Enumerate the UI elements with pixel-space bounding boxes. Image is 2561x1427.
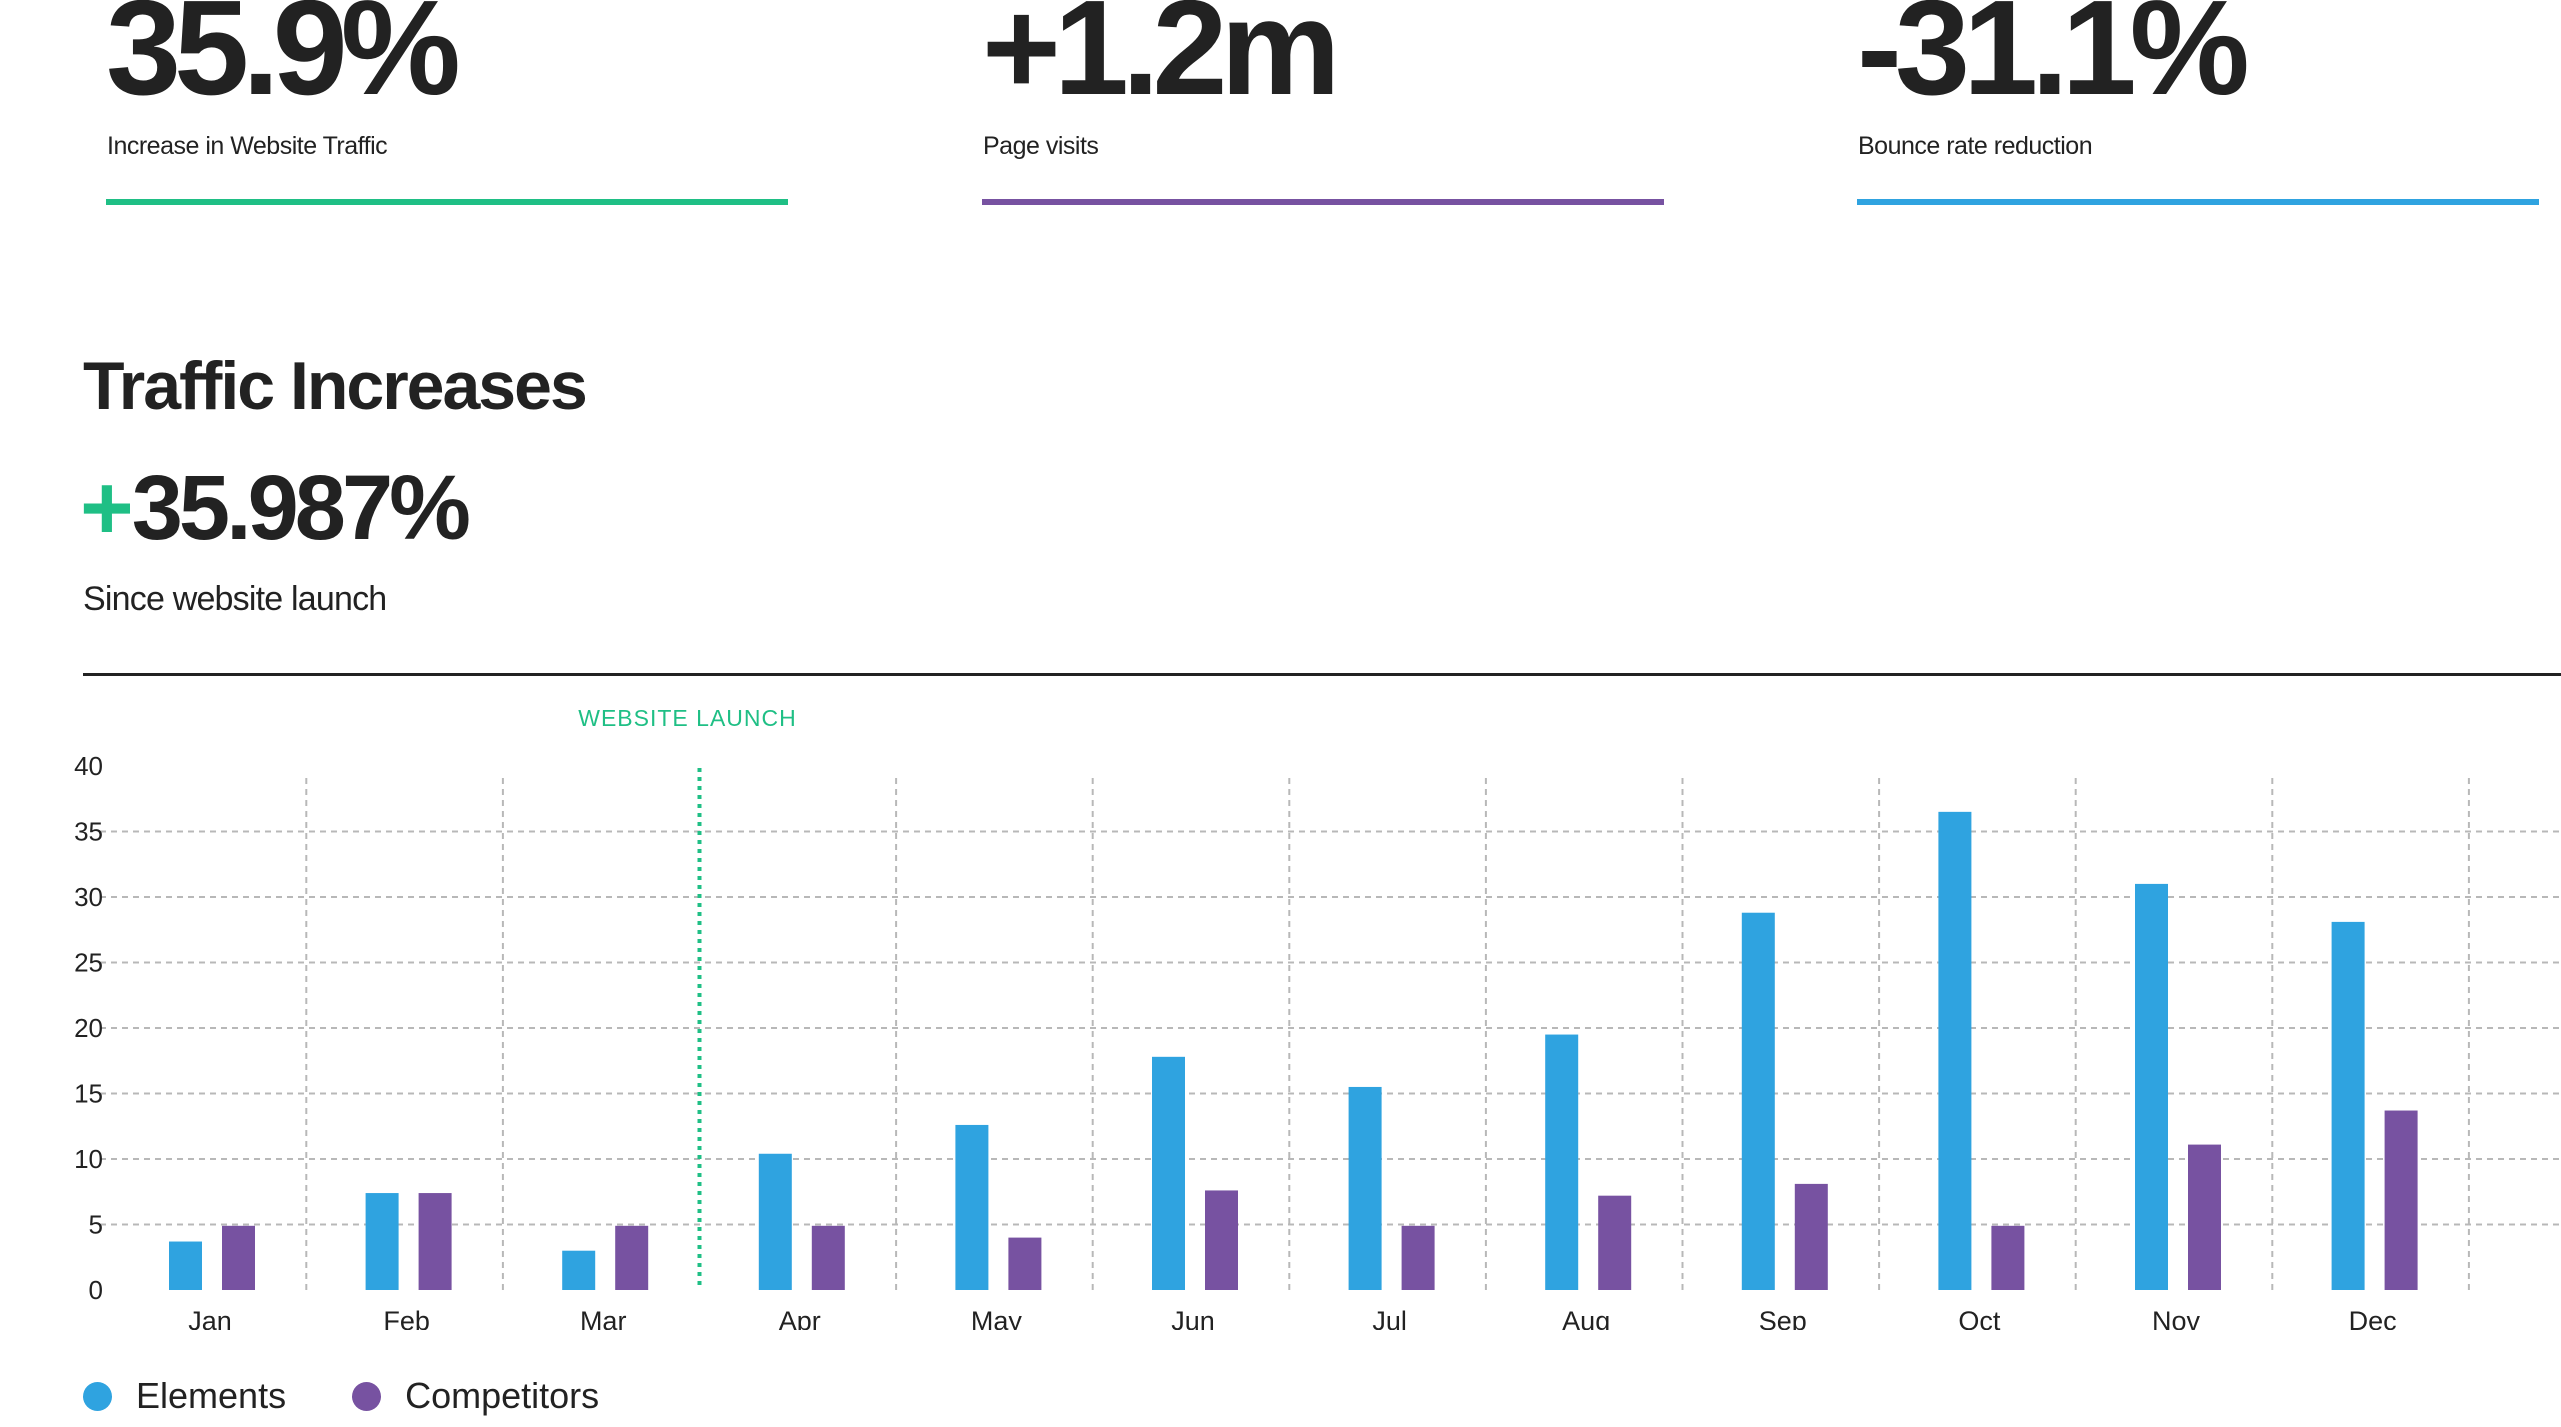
stat-value: -31.1% xyxy=(1857,0,2250,123)
bar-elements-may xyxy=(955,1124,989,1290)
bar-elements-sep xyxy=(1741,912,1775,1290)
x-tick-label: Aug xyxy=(1562,1306,1610,1330)
stat-label: Page visits xyxy=(983,132,1099,160)
x-tick-label: Jul xyxy=(1372,1306,1407,1330)
stat-underline xyxy=(106,199,788,205)
chart-legend: Elements Competitors xyxy=(83,1375,665,1417)
legend-label-competitors: Competitors xyxy=(405,1375,600,1416)
traffic-increase-value: +35.987% xyxy=(80,462,471,554)
y-tick-label: 5 xyxy=(89,1210,103,1240)
launch-marker-label: WEBSITE LAUNCH xyxy=(578,705,796,731)
section-title: Traffic Increases xyxy=(83,348,588,424)
legend-item-competitors: Competitors xyxy=(352,1375,599,1417)
x-tick-label: Nov xyxy=(2152,1306,2201,1330)
stat-underline xyxy=(982,199,1664,205)
bar-competitors-may xyxy=(1008,1237,1042,1290)
bar-elements-aug xyxy=(1545,1034,1579,1290)
section-divider xyxy=(83,673,2561,676)
bar-competitors-apr xyxy=(811,1225,845,1290)
bar-competitors-jun xyxy=(1205,1190,1238,1290)
bar-elements-apr xyxy=(758,1153,792,1290)
y-tick-label: 10 xyxy=(74,1144,103,1174)
traffic-bar-chart: 0 5 10 15 20 25 30 35 40 Jan Feb Mar Apr May Jun Jul Au… xyxy=(74,705,2561,1330)
y-tick-label: 40 xyxy=(74,751,103,781)
x-tick-label: May xyxy=(971,1306,1023,1330)
bar-competitors-sep xyxy=(1794,1183,1828,1290)
launch-annotation: WEBSITE LAUNCH xyxy=(578,705,796,1290)
bar-competitors-jul xyxy=(1401,1225,1435,1290)
x-tick-label: Apr xyxy=(779,1306,821,1330)
stat-label: Increase in Website Traffic xyxy=(107,132,388,160)
x-tick-label: Dec xyxy=(2349,1306,2397,1330)
bar-elements-mar xyxy=(562,1250,596,1290)
bar-competitors-oct xyxy=(1991,1225,2025,1290)
legend-label-elements: Elements xyxy=(136,1375,287,1416)
legend-dot-elements xyxy=(83,1381,112,1411)
y-tick-label: 30 xyxy=(74,882,103,912)
y-tick-label: 25 xyxy=(74,948,103,978)
bar-competitors-feb xyxy=(418,1193,452,1290)
bar-elements-feb xyxy=(365,1193,399,1290)
y-axis-labels: 0 5 10 15 20 25 30 35 40 xyxy=(74,751,103,1305)
stat-value: 35.9% xyxy=(106,0,461,123)
stat-underline xyxy=(1857,199,2539,205)
legend-item-elements: Elements xyxy=(83,1375,286,1417)
x-axis-labels: Jan Feb Mar Apr May Jun Jul Aug Sep Oct Nov Dec xyxy=(188,1306,2396,1330)
y-tick-label: 15 xyxy=(74,1079,103,1109)
bar-competitors-aug xyxy=(1598,1195,1632,1290)
x-tick-label: Oct xyxy=(1958,1306,2001,1330)
legend-dot-competitors xyxy=(352,1381,382,1411)
stat-value: +1.2m xyxy=(982,0,1341,123)
y-tick-label: 20 xyxy=(74,1013,103,1043)
bar-competitors-mar xyxy=(615,1225,649,1290)
x-tick-label: Sep xyxy=(1759,1306,1807,1330)
bar-elements-oct xyxy=(1938,811,1972,1290)
bar-elements-jan xyxy=(169,1241,202,1290)
x-tick-label: Feb xyxy=(383,1306,430,1330)
y-tick-label: 0 xyxy=(89,1275,103,1305)
bar-competitors-dec xyxy=(2384,1110,2418,1290)
bar-elements-dec xyxy=(2331,921,2365,1290)
bar-competitors-nov xyxy=(2188,1144,2221,1290)
increase-subtitle: Since website launch xyxy=(83,580,387,618)
increase-sign: + xyxy=(80,457,134,559)
bar-elements-nov xyxy=(2135,883,2168,1290)
increase-number: 35.987% xyxy=(131,457,471,559)
bar-elements-jun xyxy=(1152,1056,1185,1290)
y-tick-label: 35 xyxy=(74,817,103,847)
x-tick-label: Mar xyxy=(580,1306,627,1330)
bar-competitors-jan xyxy=(222,1225,255,1290)
chart-bars xyxy=(169,811,2418,1290)
x-tick-label: Jan xyxy=(188,1306,232,1330)
stat-label: Bounce rate reduction xyxy=(1858,132,2093,160)
x-tick-label: Jun xyxy=(1171,1306,1215,1330)
bar-elements-jul xyxy=(1348,1086,1382,1290)
